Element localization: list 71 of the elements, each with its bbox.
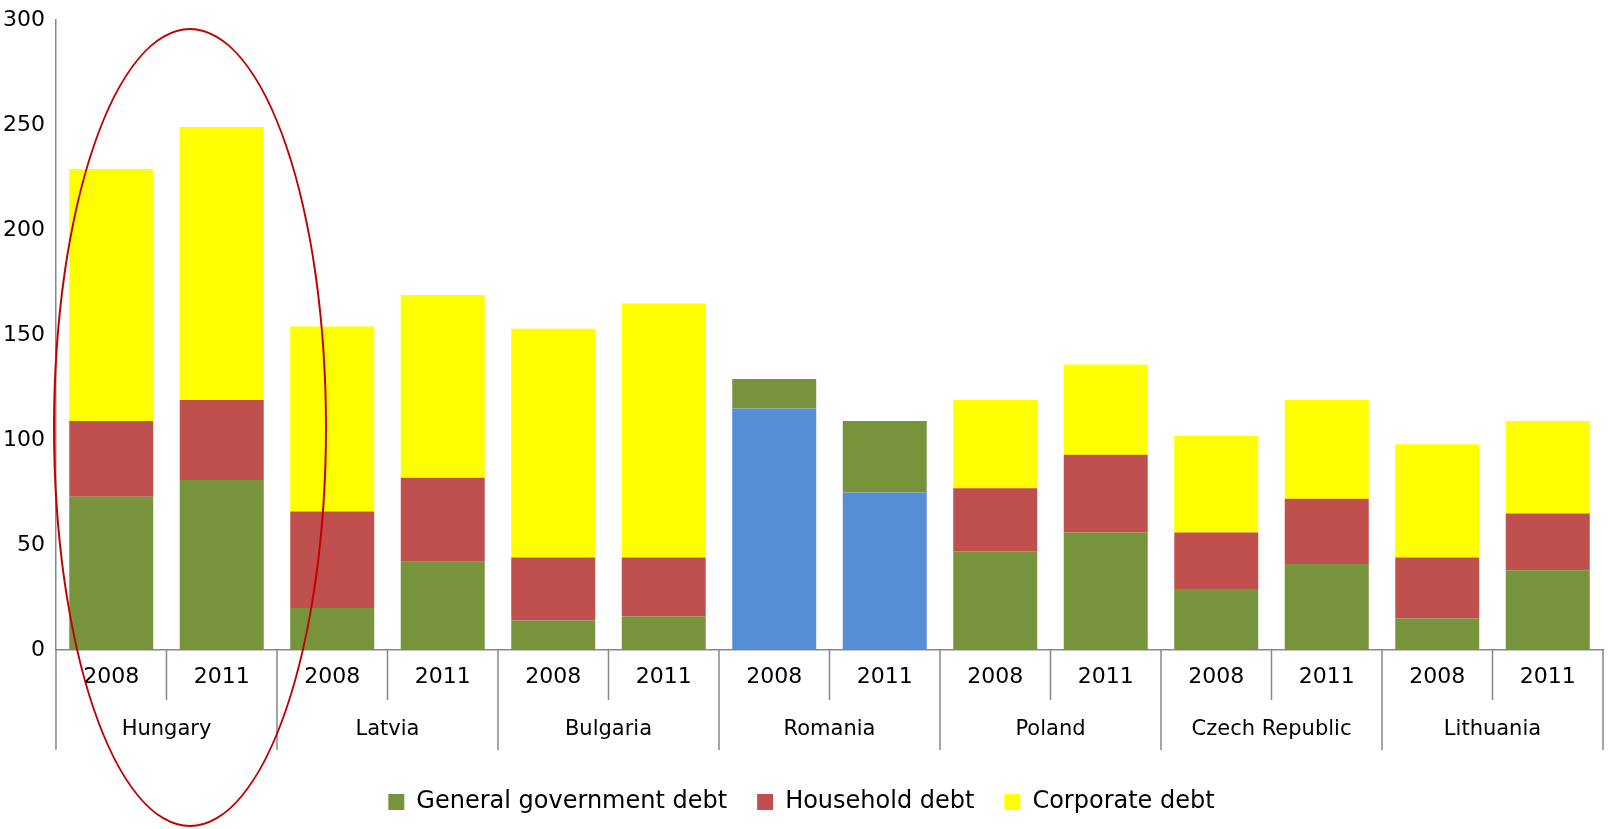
bar [1174,589,1259,650]
x-tick-label: 2011 [635,662,692,688]
bar [69,169,154,422]
bar [511,557,596,621]
bar [69,496,154,650]
text: Romania [783,716,876,741]
bar [1284,563,1369,650]
x-tick-label: 2011 [414,662,471,688]
y-tick-label: 100 [2,425,45,451]
bar [179,479,264,650]
x-tick-label: 2011 [193,662,250,688]
bar [1063,364,1148,455]
bar [290,511,375,608]
text: Lithuania [1443,716,1542,741]
y-tick-label: 200 [2,215,45,241]
bar [511,328,596,558]
bar [1395,557,1480,619]
text: Bulgaria [564,716,653,741]
bar [69,421,154,497]
x-tick-label: 2008 [304,662,361,688]
x-tick-label: 2008 [1188,662,1245,688]
bar [1505,570,1590,650]
bar [1395,444,1480,558]
text: Latvia [355,716,420,741]
bar [290,326,375,512]
text: Hungary [121,716,212,741]
bar [621,557,706,617]
bar [953,400,1038,489]
y-tick-label: 50 [16,530,45,556]
bar [1174,532,1259,590]
bar [400,295,485,478]
x-tick-label: 2008 [1409,662,1466,688]
y-tick-label: 0 [30,635,45,661]
x-tick-label: 2011 [856,662,913,688]
bar [732,379,817,409]
x-tick-label: 2011 [1077,662,1134,688]
bar [621,303,706,558]
bar [842,492,927,650]
y-tick-label: 250 [2,110,45,136]
bar [1284,498,1369,564]
bar [953,488,1038,552]
text: Czech Republic [1191,716,1352,741]
text: Poland [1015,716,1086,741]
bar [511,620,596,650]
legend-label: Household debt [785,786,975,815]
x-tick-label: 2008 [746,662,803,688]
legend-label: General government debt [416,786,728,815]
bar [1505,513,1590,571]
bar [1063,532,1148,650]
x-tick-label: 2008 [83,662,140,688]
bar [842,421,927,493]
legend-label: Corporate debt [1032,786,1215,815]
y-tick-label: 150 [2,320,45,346]
x-tick-label: 2008 [967,662,1024,688]
bar [179,127,264,401]
bar [290,608,375,650]
bar [732,408,817,650]
bar [621,616,706,650]
bar [1284,400,1369,499]
bar [1395,618,1480,650]
y-tick-label: 300 [2,5,45,31]
x-tick-label: 2011 [1298,662,1355,688]
bar [400,561,485,650]
bar [953,551,1038,650]
bar [1505,421,1590,514]
bar [400,477,485,562]
x-tick-label: 2008 [525,662,582,688]
bar [1063,454,1148,533]
bar [179,400,264,480]
bar [1174,435,1259,533]
x-tick-label: 2011 [1519,662,1576,688]
